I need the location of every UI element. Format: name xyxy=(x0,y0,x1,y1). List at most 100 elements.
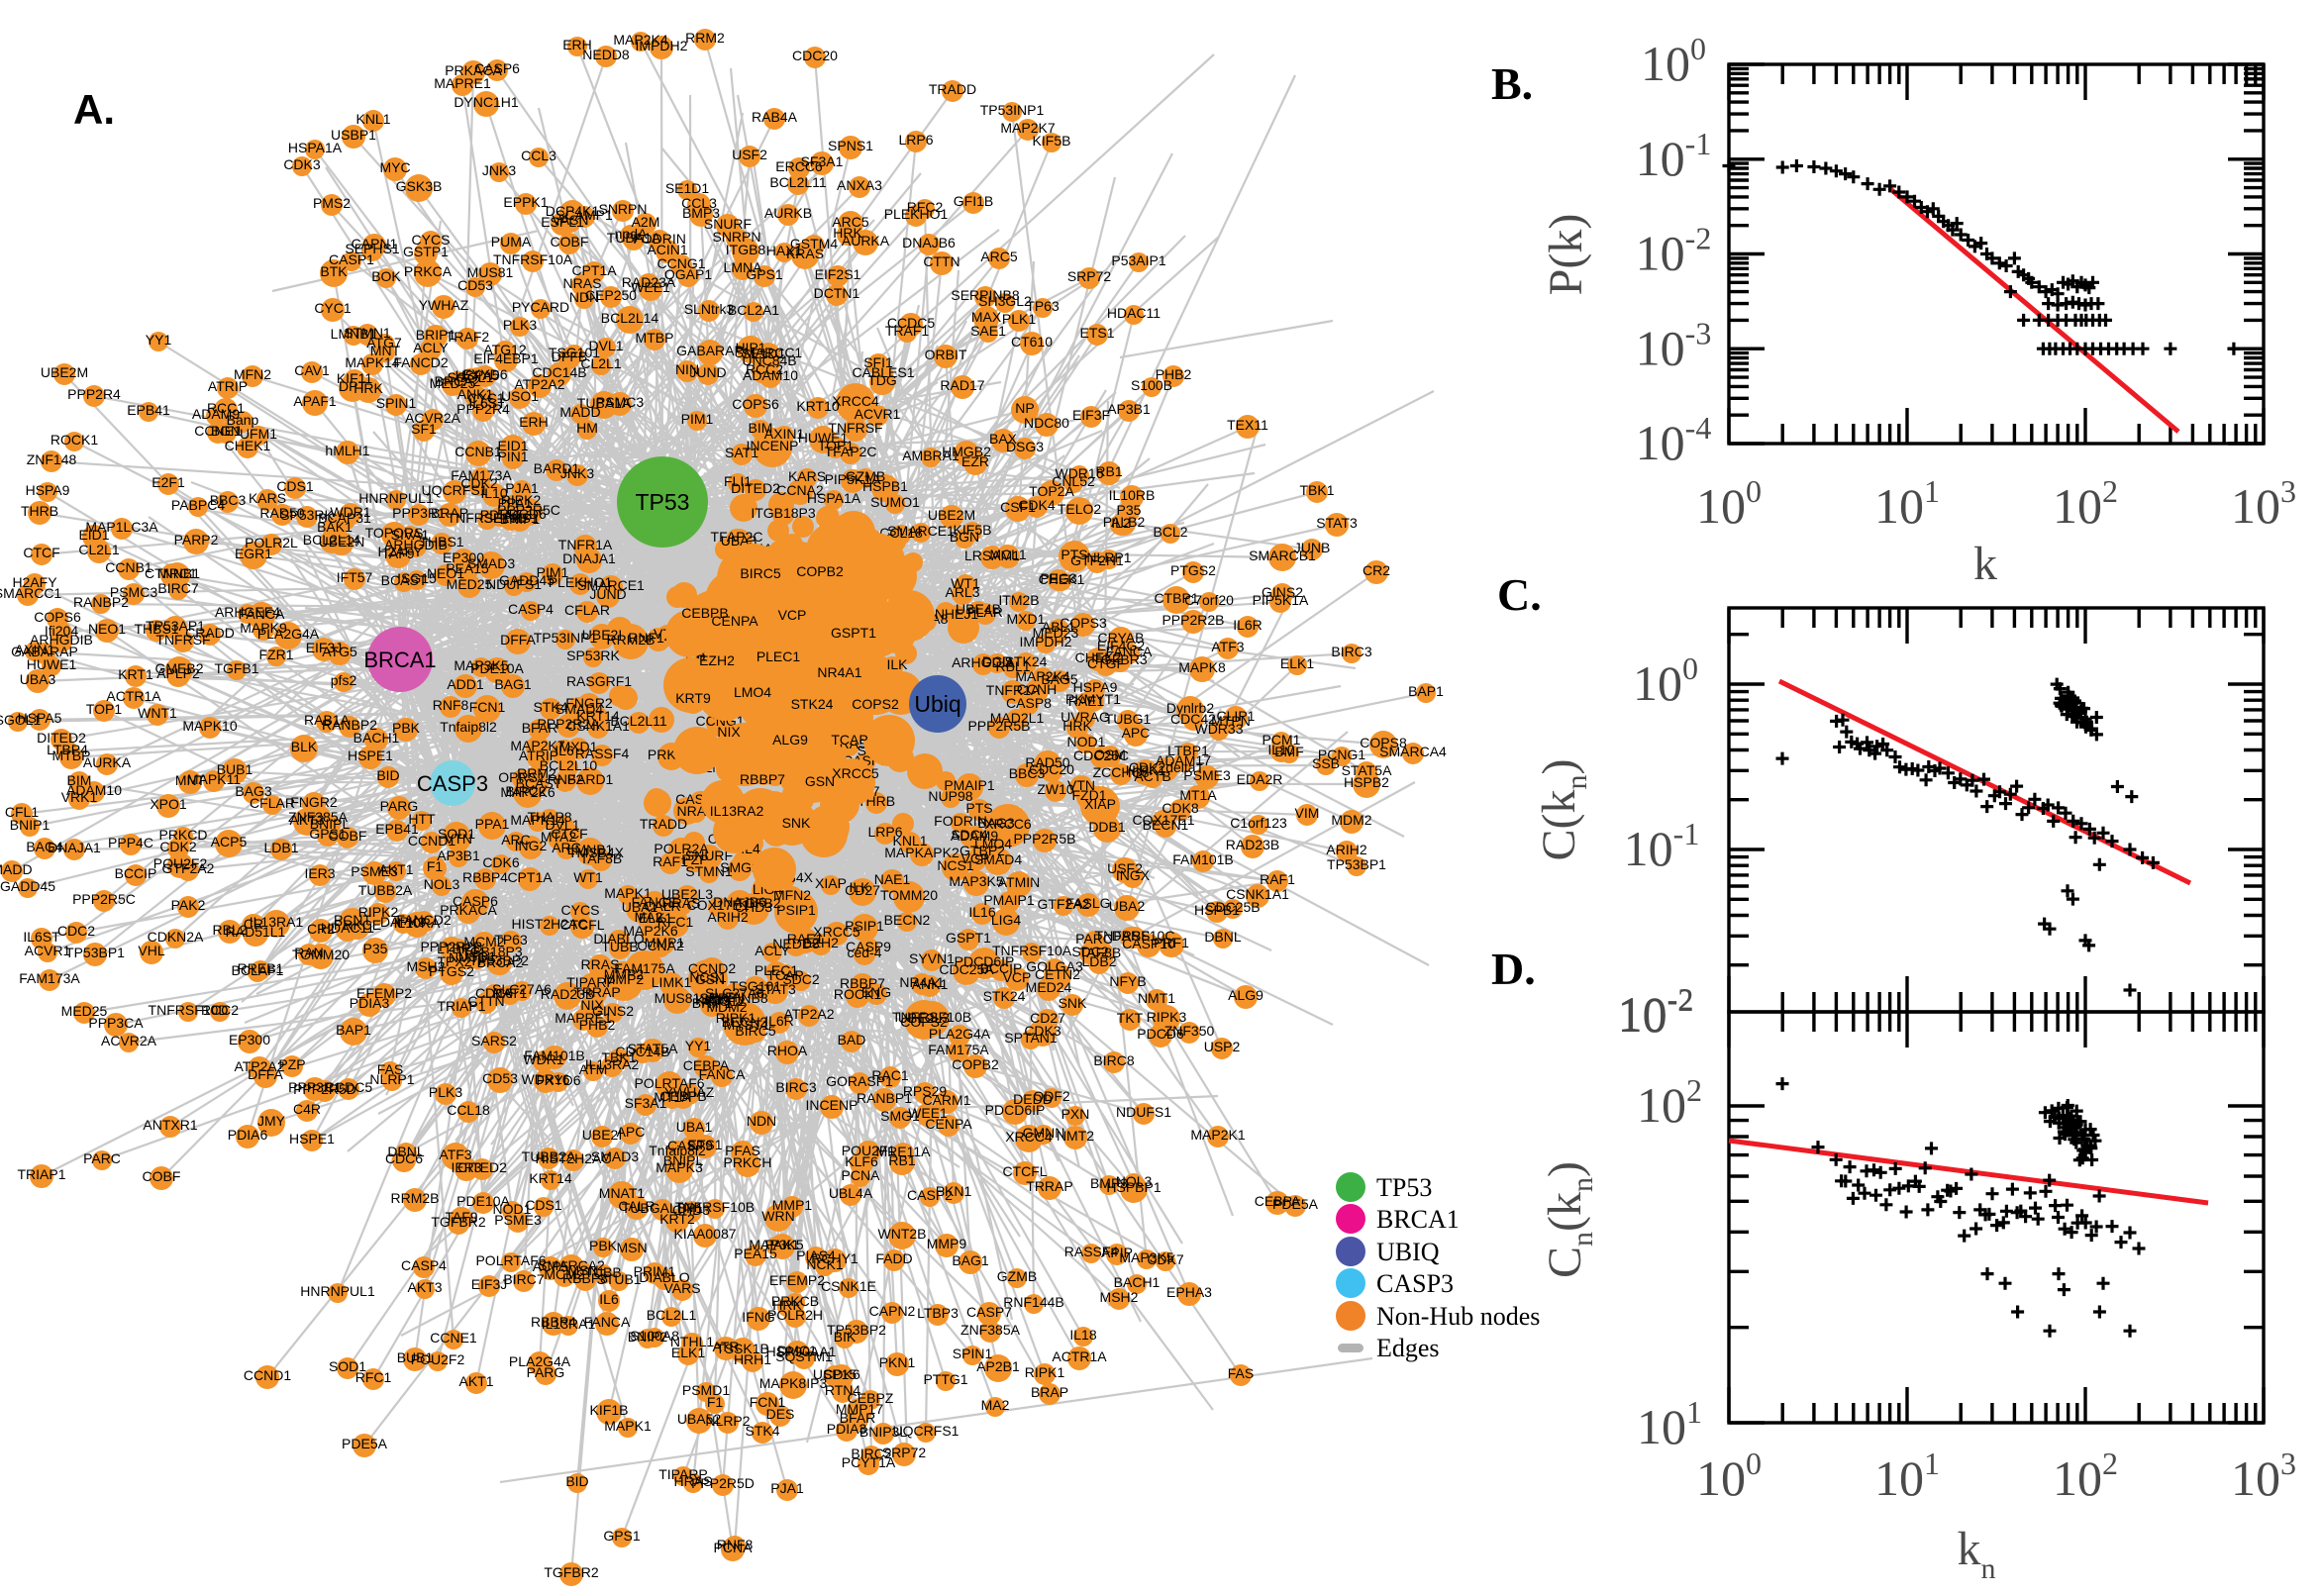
svg-text:PTTG1: PTTG1 xyxy=(923,1371,967,1387)
svg-text:WT1: WT1 xyxy=(573,869,603,885)
svg-text:COPS3: COPS3 xyxy=(1060,615,1107,631)
svg-text:PIN1: PIN1 xyxy=(497,449,528,464)
svg-text:PSME3: PSME3 xyxy=(351,863,398,879)
svg-text:TBK1: TBK1 xyxy=(1299,482,1334,498)
svg-text:MA2: MA2 xyxy=(981,1397,1010,1413)
svg-text:APC: APC xyxy=(1122,725,1151,741)
svg-text:HAX1: HAX1 xyxy=(766,243,803,258)
svg-text:PLK3: PLK3 xyxy=(503,317,537,333)
svg-text:BRAP: BRAP xyxy=(431,505,468,521)
svg-text:FANCA: FANCA xyxy=(584,1314,631,1330)
svg-text:GMEB2: GMEB2 xyxy=(154,660,203,676)
svg-text:EIF3J: EIF3J xyxy=(471,1276,508,1292)
svg-text:COPS6: COPS6 xyxy=(34,609,81,625)
svg-text:E2F1: E2F1 xyxy=(152,474,185,490)
svg-text:GFI1B: GFI1B xyxy=(954,193,993,209)
svg-text:FAM173A: FAM173A xyxy=(19,970,80,986)
svg-text:NDUFS1: NDUFS1 xyxy=(486,576,542,592)
svg-text:INGX: INGX xyxy=(1116,867,1151,883)
svg-text:MXD1: MXD1 xyxy=(559,739,598,754)
svg-text:BAG1: BAG1 xyxy=(494,676,532,692)
svg-text:D.: D. xyxy=(1491,944,1536,994)
svg-text:TRRAP: TRRAP xyxy=(1026,1178,1072,1194)
svg-text:VASN: VASN xyxy=(552,212,588,228)
svg-text:PJA1: PJA1 xyxy=(505,480,539,496)
svg-text:PHB2: PHB2 xyxy=(1156,366,1192,382)
svg-text:ARIH2: ARIH2 xyxy=(1326,842,1366,857)
svg-text:TRADD: TRADD xyxy=(929,81,976,97)
svg-text:UBE2M: UBE2M xyxy=(928,507,975,523)
svg-text:HTT: HTT xyxy=(408,811,436,827)
svg-text:NCK1: NCK1 xyxy=(806,1256,844,1272)
svg-text:C1orf123: C1orf123 xyxy=(1230,815,1287,831)
svg-text:STAT5A: STAT5A xyxy=(1342,762,1392,778)
svg-text:hMLH1: hMLH1 xyxy=(325,443,369,458)
svg-text:TP53INP1: TP53INP1 xyxy=(534,630,598,646)
svg-text:UBE2L3: UBE2L3 xyxy=(898,1010,950,1026)
svg-text:IL18: IL18 xyxy=(1069,1327,1096,1343)
svg-text:TCAP: TCAP xyxy=(831,732,867,748)
svg-text:ADAM10: ADAM10 xyxy=(66,782,122,798)
svg-text:PTS: PTS xyxy=(1060,547,1087,562)
svg-text:CASP4: CASP4 xyxy=(401,1257,447,1273)
svg-text:C(kn): C(kn) xyxy=(1533,759,1593,861)
svg-text:NDN: NDN xyxy=(747,1113,776,1129)
svg-text:PARG: PARG xyxy=(527,1364,565,1380)
svg-text:PEA15: PEA15 xyxy=(446,560,489,576)
svg-text:NMT1: NMT1 xyxy=(1138,990,1175,1006)
svg-text:TRIAP1: TRIAP1 xyxy=(17,1166,65,1182)
svg-text:BGN: BGN xyxy=(211,423,241,439)
svg-text:GSN: GSN xyxy=(805,773,835,789)
svg-text:BIRC3: BIRC3 xyxy=(775,1079,816,1095)
svg-text:SPIN1: SPIN1 xyxy=(953,1346,993,1361)
svg-text:THRB: THRB xyxy=(21,503,58,519)
svg-text:HUWE1: HUWE1 xyxy=(27,656,77,672)
svg-text:PCNA: PCNA xyxy=(714,1540,754,1555)
svg-text:MTA2: MTA2 xyxy=(541,829,577,845)
svg-text:NOL3: NOL3 xyxy=(1116,1173,1153,1189)
svg-text:AXIN1: AXIN1 xyxy=(15,642,55,657)
svg-text:MAP3K5: MAP3K5 xyxy=(749,1237,803,1252)
svg-text:ACTB: ACTB xyxy=(1134,768,1170,784)
svg-text:CCL3: CCL3 xyxy=(521,148,556,163)
svg-text:SGOL1: SGOL1 xyxy=(0,712,42,728)
svg-text:BAG1: BAG1 xyxy=(952,1252,989,1268)
svg-text:FANCA: FANCA xyxy=(699,1066,746,1082)
svg-text:MSN: MSN xyxy=(616,1240,647,1255)
svg-text:C7orf20: C7orf20 xyxy=(1184,592,1234,608)
svg-text:ACTR1A: ACTR1A xyxy=(1052,1348,1107,1364)
svg-text:NEDD8: NEDD8 xyxy=(582,47,630,62)
svg-text:PARP2: PARP2 xyxy=(174,532,219,548)
svg-text:NR4A1: NR4A1 xyxy=(899,974,944,990)
svg-text:PSMC3: PSMC3 xyxy=(110,584,157,600)
svg-text:SNRPN: SNRPN xyxy=(598,201,647,217)
svg-text:POLR2A: POLR2A xyxy=(654,841,709,856)
svg-text:TAF9: TAF9 xyxy=(381,546,414,561)
svg-text:NOL3: NOL3 xyxy=(424,876,460,892)
svg-text:MCM2: MCM2 xyxy=(544,1266,584,1282)
svg-text:CASP2: CASP2 xyxy=(907,1187,953,1203)
svg-text:HRK: HRK xyxy=(833,225,862,241)
svg-text:OSM: OSM xyxy=(1094,747,1126,762)
svg-text:RRM2B: RRM2B xyxy=(606,632,655,648)
svg-text:PDE5A: PDE5A xyxy=(342,1436,388,1451)
svg-text:UBE2I: UBE2I xyxy=(582,1127,622,1143)
svg-text:ARC: ARC xyxy=(501,832,531,848)
svg-text:JNK3: JNK3 xyxy=(482,162,516,178)
svg-text:CEBPZ: CEBPZ xyxy=(848,1390,894,1406)
svg-text:FADD: FADD xyxy=(875,1250,912,1266)
svg-text:AKT3: AKT3 xyxy=(407,1279,442,1295)
svg-text:CTTN: CTTN xyxy=(923,253,960,269)
svg-text:MAPKAPK2: MAPKAPK2 xyxy=(884,845,960,860)
svg-text:MTBP: MTBP xyxy=(636,330,674,346)
svg-text:BAG3: BAG3 xyxy=(235,783,272,799)
svg-text:CCNA2: CCNA2 xyxy=(637,938,684,953)
svg-text:TOP1: TOP1 xyxy=(86,701,123,717)
svg-text:FLI1: FLI1 xyxy=(724,473,752,489)
svg-text:TKT: TKT xyxy=(1117,1010,1144,1026)
svg-text:COX17E1: COX17E1 xyxy=(1132,812,1194,828)
svg-text:CTCFL: CTCFL xyxy=(559,917,604,933)
svg-text:ILK: ILK xyxy=(886,656,908,672)
svg-text:BIRC3: BIRC3 xyxy=(1331,644,1371,659)
svg-text:NAE1: NAE1 xyxy=(874,871,911,887)
